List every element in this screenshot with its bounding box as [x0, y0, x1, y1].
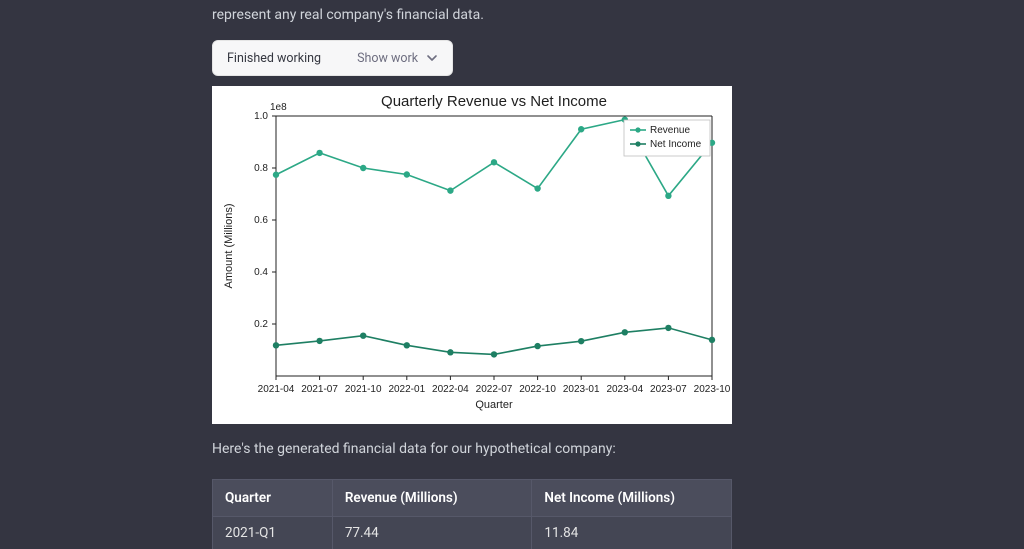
svg-text:1e8: 1e8 [270, 102, 287, 113]
svg-text:2022-04: 2022-04 [432, 384, 469, 395]
svg-text:2021-10: 2021-10 [345, 384, 382, 395]
svg-text:0.6: 0.6 [254, 215, 268, 226]
svg-text:2023-01: 2023-01 [563, 384, 600, 395]
table-cell: 2021-Q1 [213, 516, 333, 549]
svg-text:2023-07: 2023-07 [650, 384, 687, 395]
svg-text:Amount (Millions): Amount (Millions) [223, 204, 235, 289]
line-chart: 0.2 0.4 0.6 0.8 1.01e8 2021-04 2021-07 2021-10 2… [212, 86, 732, 424]
svg-text:Revenue: Revenue [650, 125, 690, 136]
financial-table: QuarterRevenue (Millions)Net Income (Mil… [212, 479, 732, 549]
show-work-toggle[interactable]: Show work [357, 51, 438, 66]
svg-text:0.8: 0.8 [254, 163, 268, 174]
intro-text: represent any real company's financial d… [212, 4, 812, 26]
svg-text:Net Income: Net Income [650, 139, 702, 150]
svg-text:Quarterly Revenue vs Net Incom: Quarterly Revenue vs Net Income [381, 93, 607, 110]
chart-caption: Here's the generated financial data for … [212, 438, 812, 460]
table-cell: 11.84 [532, 516, 732, 549]
svg-text:2023-04: 2023-04 [606, 384, 643, 395]
svg-text:0.4: 0.4 [254, 267, 268, 278]
svg-text:Quarter: Quarter [475, 399, 513, 411]
svg-text:2021-07: 2021-07 [301, 384, 338, 395]
svg-text:0.2: 0.2 [254, 319, 268, 330]
svg-text:2021-04: 2021-04 [258, 384, 295, 395]
show-work-label: Show work [357, 51, 418, 66]
svg-text:2023-10: 2023-10 [694, 384, 731, 395]
svg-text:2022-10: 2022-10 [519, 384, 556, 395]
table-cell: 77.44 [332, 516, 532, 549]
chevron-down-icon [426, 52, 438, 64]
svg-text:2022-07: 2022-07 [476, 384, 513, 395]
svg-text:1.0: 1.0 [254, 111, 268, 122]
table-header: Net Income (Millions) [532, 479, 732, 516]
execution-status: Finished working [227, 51, 321, 66]
table-header: Quarter [213, 479, 333, 516]
code-execution-widget: Finished working Show work [212, 40, 453, 76]
message-content: represent any real company's financial d… [192, 4, 832, 549]
table-header: Revenue (Millions) [332, 479, 532, 516]
svg-text:2022-01: 2022-01 [388, 384, 425, 395]
chart-output: 0.2 0.4 0.6 0.8 1.01e8 2021-04 2021-07 2021-10 2… [212, 86, 732, 424]
table-row: 2021-Q177.4411.84 [213, 516, 732, 549]
